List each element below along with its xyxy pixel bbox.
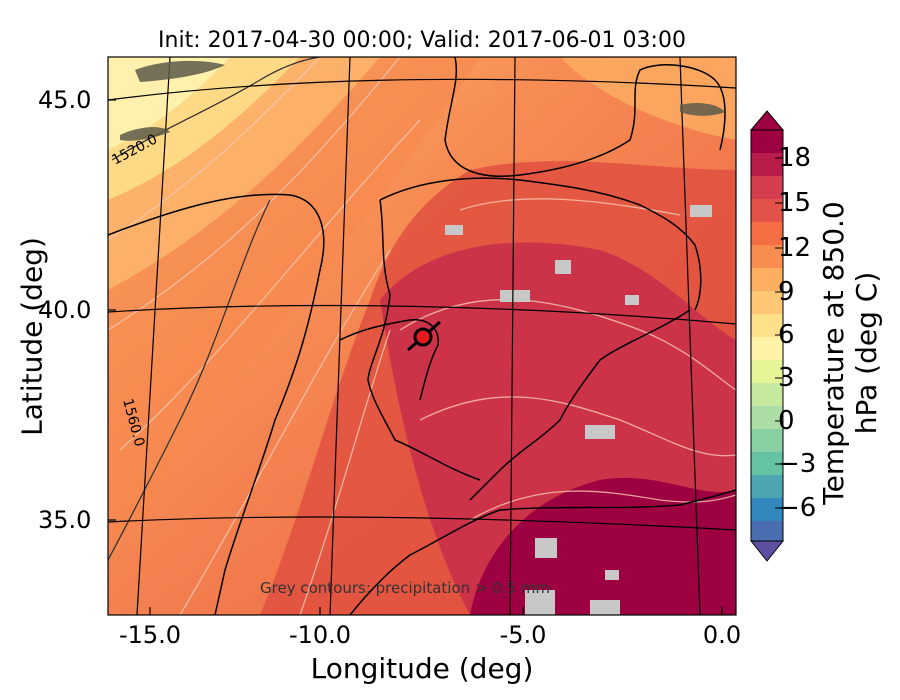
terrain-patches [120, 60, 725, 141]
colorbar-tick-label: −3 [778, 449, 817, 479]
y-tick-label: 35.0 [38, 506, 92, 534]
y-axis-label: Latitude (deg) [15, 237, 49, 436]
colorbar-max-extension [749, 110, 785, 131]
station-marker [407, 320, 441, 352]
colorbar-tick-label: 6 [778, 320, 795, 350]
y-tick-label: 45.0 [38, 86, 92, 114]
colorbar-tick-label: 12 [778, 233, 812, 263]
x-tick-label: -5.0 [499, 621, 547, 649]
coolest-band-northwest [108, 57, 230, 150]
x-tick-label: -15.0 [118, 621, 182, 649]
band-3 [108, 57, 480, 560]
colorbar-tick-label: 0 [778, 406, 795, 436]
colorbar-tick-label: 18 [778, 143, 812, 173]
y-tick-marks [108, 99, 116, 521]
map-area: 1520.0 1560.0 Grey contours: precipitati… [108, 57, 736, 615]
northeast-band [560, 57, 736, 140]
band-2 [108, 57, 380, 290]
x-tick-label: -10.0 [288, 621, 352, 649]
x-tick-marks [149, 607, 723, 615]
colorbar-tick-label: 15 [778, 188, 812, 218]
hottest-band-south [470, 477, 736, 615]
precipitation-annotation: Grey contours: precipitation > 0.5 mm [260, 579, 550, 597]
colorbar-label: Temperature at 850.0 hPa (deg C) [817, 201, 883, 505]
colorbar [749, 110, 785, 562]
x-tick-label: 0.0 [702, 621, 742, 649]
graticule [108, 57, 736, 615]
colorbar-tick-label: −6 [778, 493, 817, 523]
precipitation-patches [445, 205, 712, 615]
x-axis-label: Longitude (deg) [310, 652, 534, 685]
map-title: Init: 2017-04-30 00:00; Valid: 2017-06-0… [158, 28, 686, 53]
coastlines [108, 57, 736, 615]
axes-frame [107, 56, 737, 616]
isotherm-contours [108, 57, 736, 615]
colorbar-tick-label: 3 [778, 363, 795, 393]
colorbar-tick-marks [775, 157, 783, 509]
colorbar-tick-label: 9 [778, 277, 795, 307]
y-tick-label: 40.0 [38, 296, 92, 324]
colorbar-min-extension [749, 540, 785, 562]
